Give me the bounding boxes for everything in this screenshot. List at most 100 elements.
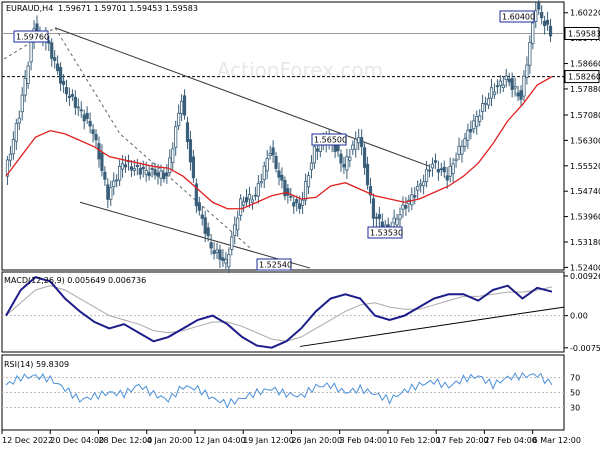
x-tick-label: 6 Mar 12:00 xyxy=(533,436,581,445)
candle xyxy=(419,178,423,193)
candle-body xyxy=(298,203,302,209)
candle xyxy=(227,247,231,274)
level-price-text: 1.58260 xyxy=(568,73,600,82)
candle xyxy=(100,144,104,177)
candle-body xyxy=(56,63,60,72)
candle-body xyxy=(73,96,77,108)
y-tick-label: 1.55520 xyxy=(570,162,600,171)
candle-body xyxy=(262,165,266,181)
candle-body xyxy=(141,166,145,170)
rsi-y-tick-label: 30 xyxy=(570,404,580,413)
candle-body xyxy=(309,162,314,171)
candle-body xyxy=(182,95,187,116)
candle-body xyxy=(368,186,373,196)
candle-body xyxy=(165,172,169,177)
candle xyxy=(200,206,204,226)
y-tick-label: 1.57080 xyxy=(570,111,600,120)
candle-body xyxy=(17,117,21,124)
candle xyxy=(519,85,523,107)
candle xyxy=(507,72,511,87)
candle-body xyxy=(180,100,184,114)
candle-body xyxy=(357,137,361,144)
annotation-text: 1.52540 xyxy=(259,261,292,270)
candle-body xyxy=(489,87,494,99)
candle-body xyxy=(218,249,222,260)
candle-body xyxy=(504,75,508,81)
candle xyxy=(445,167,449,189)
macd-title: MACD(12,26,9) 0.005649 0.006736 xyxy=(4,276,146,285)
candle xyxy=(247,186,252,208)
candle xyxy=(548,18,553,43)
candle xyxy=(135,158,139,176)
candle-body xyxy=(8,153,13,161)
candle-body xyxy=(413,195,417,198)
candle-body xyxy=(227,254,231,268)
candle-body xyxy=(100,152,104,171)
candle xyxy=(253,186,257,201)
candle xyxy=(339,149,343,172)
candle xyxy=(540,5,544,25)
candle-body xyxy=(540,11,544,19)
candle xyxy=(94,129,98,147)
candle-body xyxy=(513,86,517,89)
candle-body xyxy=(76,106,80,109)
candle xyxy=(274,151,278,173)
annotation-text: 1.53530 xyxy=(370,229,403,238)
candle-body xyxy=(507,78,511,83)
candle-body xyxy=(362,147,367,168)
candle-body xyxy=(132,168,136,171)
symbol-label: EURAUD,H4 xyxy=(6,4,53,13)
level-price-marker: 1.58260 xyxy=(564,70,600,84)
candle xyxy=(230,231,234,256)
candle-body xyxy=(215,249,219,253)
annotation-box xyxy=(499,10,535,23)
x-tick-label: 27 Feb 04:00 xyxy=(484,436,536,445)
candle xyxy=(424,161,429,188)
rsi-y-tick-label: 50 xyxy=(570,389,580,398)
candle-body xyxy=(153,169,157,176)
candle-body xyxy=(457,145,461,155)
candle xyxy=(365,156,370,190)
candle-body xyxy=(528,41,532,66)
candle xyxy=(478,109,482,127)
candle-body xyxy=(120,163,125,170)
current-price-box xyxy=(564,26,600,40)
candle xyxy=(483,96,488,112)
candle-body xyxy=(289,195,293,198)
candle xyxy=(168,149,172,177)
candle xyxy=(197,196,201,216)
candle xyxy=(545,11,550,31)
current-price-text: 1.59583 xyxy=(568,29,600,38)
candle xyxy=(368,177,373,204)
candle xyxy=(306,171,311,194)
candle xyxy=(513,77,517,97)
x-tick-label: 26 Jan 20:00 xyxy=(291,436,342,445)
y-tick-label: 1.57880 xyxy=(570,85,600,94)
candle xyxy=(463,132,467,152)
candle xyxy=(537,0,541,15)
x-tick-label: 12 Jan 04:00 xyxy=(195,436,246,445)
candle-body xyxy=(315,148,319,152)
candle-body xyxy=(70,94,75,97)
candle-body xyxy=(422,181,426,187)
candle-body xyxy=(221,257,225,261)
y-tick-label: 1.56300 xyxy=(570,136,600,145)
candle xyxy=(206,222,210,242)
candle-body xyxy=(53,57,57,61)
candle xyxy=(120,155,125,178)
candle xyxy=(212,242,216,260)
candle xyxy=(522,70,526,102)
candle xyxy=(430,157,435,177)
rsi-y-tick-label: 70 xyxy=(570,374,580,383)
candle xyxy=(61,74,66,93)
candle-body xyxy=(392,217,396,224)
candle xyxy=(174,120,178,156)
candle-body xyxy=(177,112,181,127)
candle xyxy=(283,176,287,201)
candle-body xyxy=(495,85,500,88)
candle xyxy=(448,157,452,183)
candle xyxy=(543,15,547,35)
candle-body xyxy=(354,138,358,150)
candle-body xyxy=(174,126,178,148)
x-tick-label: 10 Feb 12:00 xyxy=(388,436,440,445)
